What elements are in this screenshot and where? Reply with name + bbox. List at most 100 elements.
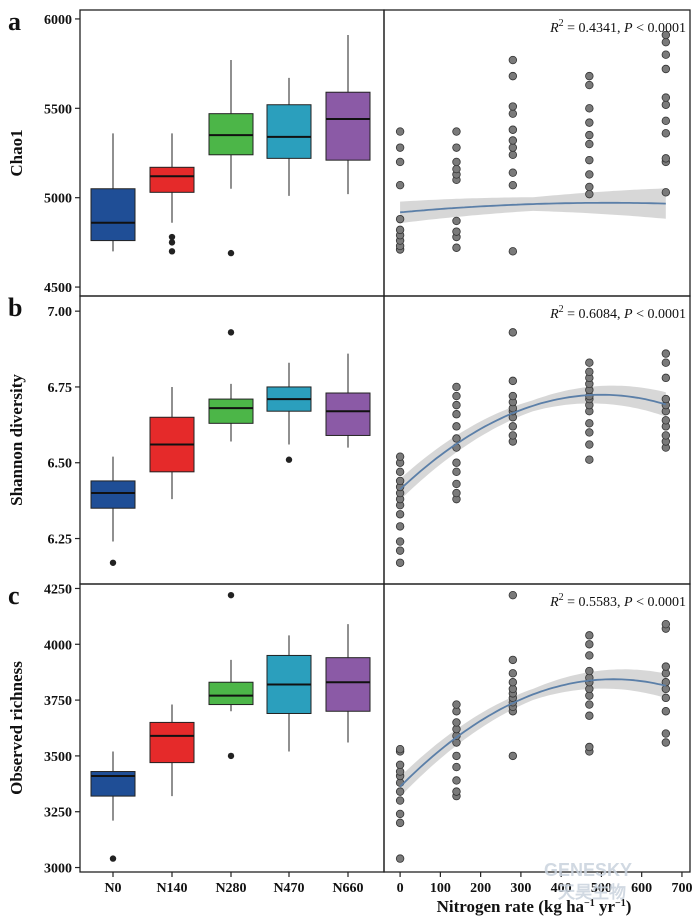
scatter-point [585,139,594,149]
scatter-point [395,214,405,224]
box-outlier [168,233,176,241]
y-tick-label: 6.25 [48,533,73,548]
box-outlier [109,855,117,862]
y-tick-label: 3250 [44,806,72,821]
scatter-point [395,522,405,531]
scatter-point [395,760,405,770]
panel-a: a 4500 5000 5500 6000 Chao1 R2 = 0.4341, P < 0… [7,7,691,297]
box-body [90,188,136,242]
scatter-point [585,631,594,640]
scatter-point [508,431,518,440]
box-body [325,91,371,161]
scatter-point [452,751,461,761]
box-N470 [266,77,312,196]
scatter-point [585,455,594,464]
y-axis-title: Shannon diversity [7,374,26,506]
scatter-point [452,400,461,410]
scatter-point [508,71,518,81]
scatter-point [452,488,461,498]
box-N280 [208,60,254,257]
panel-letter: a [8,7,21,36]
scatter-point [452,410,461,419]
scatter-point [452,718,461,727]
scatter-frame [383,583,691,873]
scatter-point [452,479,461,489]
scatter-point [452,434,461,443]
box-N660 [325,624,371,743]
scatter-point [452,762,461,772]
scatter-point [585,80,594,90]
scatter-point [395,818,405,828]
scatter-point [585,367,594,376]
y-tick-label: 6.75 [48,381,73,396]
scatter-point [508,109,518,118]
box-outlier [285,456,293,463]
scatter-point [585,118,594,127]
y-tick-label: 3500 [44,750,72,765]
scatter-point [508,590,518,600]
scatter-point [395,225,405,235]
scatter-point [661,678,671,687]
x-tick-label: 600 [631,881,652,896]
scatter-point [585,130,594,140]
scatter-point [661,37,671,47]
confidence-band [400,669,666,797]
scatter-point [661,154,671,163]
panel-letter: b [8,293,22,322]
scatter-point [508,422,518,431]
scatter-point [508,751,518,761]
r2-symbol: R [549,21,559,36]
scatter-point [661,693,671,703]
r2-sup: 2 [559,304,564,315]
x-tick-label: 500 [591,881,612,896]
scatter-point [661,707,671,716]
box-outlier [227,752,235,760]
scatter-point [395,143,405,152]
box-N470 [266,362,312,463]
watermark-subtext: 天昊生物 [558,882,626,902]
scatter-point [508,180,518,190]
box-outlier [227,329,235,336]
panel-c: c 3000 3250 3500 3750 4000 4250 Observed richne… [7,581,691,877]
box-N660 [325,353,371,448]
x-tick-label: N140 [156,881,187,896]
scatter-points [395,328,671,567]
scatter-point [585,640,594,649]
stat-annotation: R2 = 0.6084, P < 0.0001 [549,304,686,322]
scatter-point [508,143,518,152]
box-body [208,398,254,424]
scatter-point [661,416,671,425]
scatter-point [661,100,671,109]
r2-value: = 0.6084, [564,307,624,322]
scatter-point [452,127,461,136]
scatter-point [661,738,671,747]
stat-annotation: R2 = 0.4341, P < 0.0001 [549,18,686,36]
boxplot-frame [79,583,385,873]
scatter-point [452,243,461,252]
p-value: < 0.0001 [633,595,686,610]
watermark-text: GENESKY [544,860,632,880]
y-tick-label: 6000 [44,13,72,28]
fit-line [400,201,666,214]
scatter-point [585,155,594,165]
scatter-point [508,168,518,177]
box-body [325,657,371,712]
scatter-point [661,30,671,40]
scatter-point [395,558,405,567]
box-N470 [266,635,312,752]
p-value: < 0.0001 [633,21,686,36]
box-body [90,480,136,509]
scatter-point [508,125,518,134]
panel-letter: c [8,581,20,610]
scatter-point [452,382,461,392]
scatter-point [661,349,671,358]
scatter-point [452,164,461,174]
scatter-point [585,71,594,81]
scatter-point [452,157,461,167]
y-tick-label: 4500 [44,281,72,296]
y-tick-label: 5500 [44,102,72,117]
confidence-band [400,385,666,500]
box-N140 [149,704,195,797]
